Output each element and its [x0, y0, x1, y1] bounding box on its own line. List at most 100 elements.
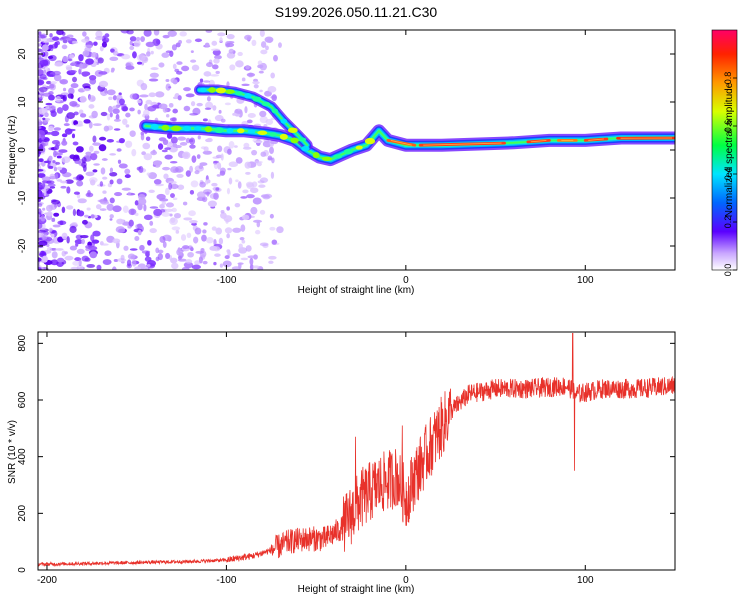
- spectrogram-noise-blob: [38, 94, 42, 98]
- spectrogram-noise-blob: [198, 256, 203, 264]
- spectrogram-noise-blob: [157, 143, 164, 150]
- spectrogram-noise-blob: [90, 52, 98, 58]
- spectrogram-noise-blob: [134, 212, 139, 217]
- spectrogram-noise-blob: [150, 67, 159, 71]
- spectrogram-noise-blob: [109, 179, 114, 185]
- spectrogram-noise-blob: [85, 151, 92, 156]
- spectrogram-noise-blob: [82, 50, 90, 57]
- spectrogram-noise-blob: [250, 206, 258, 215]
- spectrogram-noise-blob: [159, 236, 166, 243]
- spectrogram-noise-blob: [78, 175, 85, 180]
- spectrogram-noise-blob: [249, 257, 254, 266]
- spectrogram-noise-blob: [81, 255, 90, 262]
- colorbar-tick-label: 0.6: [723, 120, 733, 133]
- spectrogram-noise-blob: [81, 156, 87, 164]
- spectrogram-noise-blob: [38, 31, 42, 36]
- spectrogram-bead: [150, 123, 159, 130]
- spectrogram-noise-blob: [77, 198, 87, 204]
- spectrogram-noise-blob: [79, 95, 87, 103]
- spectrogram-noise-blob: [247, 113, 256, 118]
- spectrogram-noise-blob: [176, 173, 184, 178]
- spectrogram-noise-blob: [171, 207, 177, 213]
- spectrogram-noise-blob: [69, 40, 73, 44]
- spectrogram-noise-blob: [66, 205, 74, 210]
- spectrogram-noise-blob: [210, 74, 220, 77]
- spectrogram-noise-blob: [211, 226, 217, 231]
- spectrogram-peak-core: [390, 139, 412, 146]
- spectrogram-noise-blob: [179, 141, 188, 146]
- spectrogram-noise-blob: [122, 118, 128, 125]
- spectrogram-noise-blob: [136, 54, 146, 62]
- spectrogram-noise-blob: [75, 176, 80, 181]
- spectrogram-noise-blob: [124, 168, 131, 175]
- spectrogram-noise-blob: [131, 148, 137, 157]
- spectrogram-noise-blob: [212, 64, 219, 70]
- spectrogram-x-tick-label: 100: [577, 275, 594, 286]
- spectrogram-noise-blob: [172, 142, 178, 148]
- spectrogram-noise-blob: [217, 162, 222, 170]
- spectrogram-noise-blob: [251, 39, 257, 47]
- spectrogram-noise-blob: [185, 137, 191, 144]
- spectrogram-noise-blob: [66, 66, 73, 71]
- spectrogram-noise-blob: [169, 50, 174, 57]
- spectrogram-noise-blob: [211, 48, 221, 52]
- spectrogram-noise-blob: [164, 187, 170, 196]
- spectrogram-noise-blob: [137, 109, 141, 115]
- spectrogram-noise-blob: [101, 41, 107, 48]
- spectrogram-noise-blob: [70, 83, 79, 89]
- spectrogram-noise-blob: [260, 41, 267, 48]
- spectrogram-noise-blob: [182, 245, 190, 250]
- spectrogram-noise-blob: [259, 110, 267, 118]
- spectrogram-noise-blob: [140, 133, 145, 141]
- spectrogram-noise-blob: [134, 200, 139, 206]
- spectrogram-noise-blob: [85, 58, 94, 65]
- snr-x-axis: -200 -100 0 100: [37, 332, 594, 586]
- spectrogram-noise-blob: [149, 228, 157, 234]
- spectrogram-noise-blob: [244, 106, 248, 114]
- spectrogram-noise-blob: [53, 127, 61, 131]
- spectrogram-noise-blob: [253, 84, 259, 89]
- spectrogram-noise-blob: [263, 124, 268, 128]
- spectrogram-noise-blob: [194, 227, 202, 235]
- spectrogram-bead: [247, 129, 256, 134]
- spectrogram-noise-blob: [98, 80, 109, 88]
- spectrogram-y-tick-label: -20: [17, 238, 28, 253]
- spectrogram-noise-blob: [92, 123, 102, 126]
- spectrogram-noise-blob: [88, 121, 93, 129]
- spectrogram-noise-blob: [173, 212, 181, 219]
- spectrogram-noise-blob: [273, 54, 278, 62]
- spectrogram-noise-blob: [88, 104, 95, 109]
- spectrogram-noise-blob: [109, 171, 118, 177]
- spectrogram-noise-blob: [41, 183, 46, 188]
- spectrogram-noise-blob: [73, 120, 79, 126]
- spectrogram-noise-blob: [66, 186, 71, 194]
- spectrogram-noise-blob: [246, 119, 253, 124]
- spectrogram-noise-blob: [202, 229, 207, 234]
- spectrogram-noise-blob: [47, 74, 54, 77]
- spectrogram-noise-blob: [65, 38, 72, 41]
- spectrogram-noise-blob: [180, 234, 187, 241]
- spectrogram-noise-blob: [109, 167, 114, 173]
- spectrogram-noise-blob: [245, 245, 252, 252]
- spectrogram-noise-blob: [244, 34, 252, 41]
- spectrogram-noise-blob: [177, 136, 187, 141]
- spectrogram-noise-blob: [172, 108, 178, 114]
- spectrogram-noise-blob: [254, 229, 261, 235]
- spectrogram-noise-blob: [113, 258, 119, 262]
- spectrogram-noise-blob: [136, 61, 143, 65]
- spectrogram-noise-blob: [38, 203, 43, 207]
- spectrogram-noise-blob: [145, 41, 155, 48]
- spectrogram-bead: [237, 128, 245, 134]
- spectrogram-noise-blob: [238, 243, 243, 249]
- spectrogram-noise-blob: [61, 206, 66, 214]
- spectrogram-noise-blob: [165, 113, 170, 118]
- spectrogram-noise-blob: [58, 149, 68, 153]
- spectrogram-noise-blob: [143, 30, 152, 37]
- spectrogram-noise-blob: [232, 227, 242, 233]
- spectrogram-noise-blob: [60, 180, 68, 184]
- spectrogram-noise-blob: [162, 166, 171, 171]
- spectrogram-noise-blob: [165, 83, 171, 91]
- spectrogram-noise-blob: [265, 45, 269, 51]
- spectrogram-noise-blob: [189, 144, 196, 149]
